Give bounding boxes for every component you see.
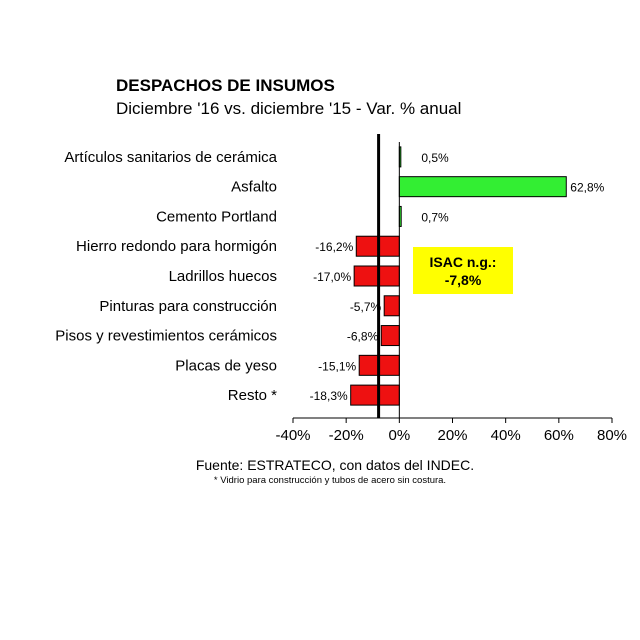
- x-tick-label: -40%: [275, 427, 310, 444]
- bar: [353, 265, 400, 287]
- bar: [398, 176, 567, 198]
- data-label: -16,2%: [315, 240, 353, 254]
- chart-title: DESPACHOS DE INSUMOS: [116, 76, 335, 95]
- x-tick-label: 60%: [544, 427, 574, 444]
- category-label: Hierro redondo para hormigón: [76, 238, 277, 255]
- x-tick-label: 40%: [491, 427, 521, 444]
- data-label: 0,7%: [421, 210, 449, 224]
- category-label: Cemento Portland: [156, 208, 277, 225]
- data-label: 0,5%: [421, 151, 449, 165]
- data-label: -17,0%: [313, 270, 351, 284]
- category-label: Ladrillos huecos: [169, 268, 277, 285]
- bar: [350, 384, 400, 406]
- source-note: Fuente: ESTRATECO, con datos del INDEC.: [195, 457, 475, 473]
- isac-annotation: ISAC n.g.: -7,8%: [413, 247, 513, 294]
- bar: [380, 325, 400, 347]
- chart-subtitle: Diciembre '16 vs. diciembre '15 - Var. %…: [116, 99, 462, 118]
- x-tick-label: 0%: [388, 427, 410, 444]
- footnote: * Vidrio para construcción y tubos de ac…: [213, 475, 447, 486]
- x-tick-label: 80%: [597, 427, 627, 444]
- category-label: Artículos sanitarios de cerámica: [64, 149, 277, 166]
- data-label: -18,3%: [310, 389, 348, 403]
- data-label: -5,7%: [350, 300, 382, 314]
- data-label: -15,1%: [318, 359, 356, 373]
- data-label: -6,8%: [347, 330, 379, 344]
- bar: [383, 295, 400, 317]
- category-label: Pinturas para construcción: [99, 298, 277, 315]
- x-tick-label: 20%: [437, 427, 467, 444]
- data-label: 62,8%: [570, 181, 604, 195]
- category-label: Placas de yeso: [175, 357, 277, 374]
- x-tick-label: -20%: [329, 427, 364, 444]
- category-label: Pisos y revestimientos cerámicos: [55, 328, 277, 345]
- category-label: Resto *: [228, 387, 277, 404]
- isac-value: -7,8%: [444, 271, 482, 288]
- isac-label: ISAC n.g.:: [429, 253, 497, 270]
- category-label: Asfalto: [231, 179, 277, 196]
